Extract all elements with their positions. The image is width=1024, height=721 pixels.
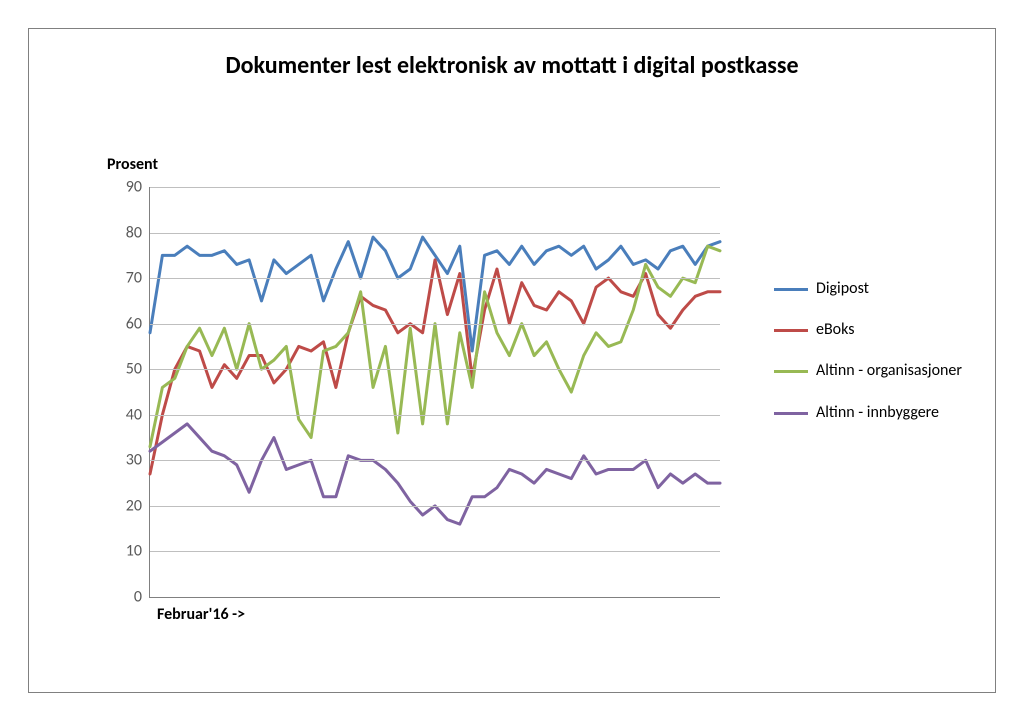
line-chart-svg <box>150 187 720 597</box>
gridline <box>150 369 720 370</box>
y-tick-label: 60 <box>102 314 150 333</box>
plot-area: 0102030405060708090 <box>149 187 720 598</box>
chart-frame: Dokumenter lest elektronisk av mottatt i… <box>28 28 996 693</box>
legend-label: Altinn - innbyggere <box>816 403 939 422</box>
legend-item: eBoks <box>774 320 962 339</box>
y-tick-label: 20 <box>102 496 150 515</box>
y-tick-label: 70 <box>102 269 150 288</box>
y-axis-label: Prosent <box>107 155 158 174</box>
x-axis-label: Februar'16 -> <box>157 605 245 624</box>
legend-label: eBoks <box>816 320 854 339</box>
gridline <box>150 506 720 507</box>
y-tick-label: 30 <box>102 451 150 470</box>
series-line <box>150 424 720 524</box>
y-tick-label: 0 <box>102 588 150 607</box>
legend-swatch <box>774 329 808 332</box>
gridline <box>150 551 720 552</box>
legend-item: Altinn - organisasjoner <box>774 361 962 380</box>
series-line <box>150 246 720 446</box>
gridline <box>150 233 720 234</box>
legend-item: Altinn - innbyggere <box>774 403 962 422</box>
y-tick-label: 50 <box>102 360 150 379</box>
legend-swatch <box>774 288 808 291</box>
legend-label: Digipost <box>816 279 869 298</box>
legend-label: Altinn - organisasjoner <box>816 361 962 380</box>
y-tick-label: 10 <box>102 542 150 561</box>
legend: Digipost eBoks Altinn - organisasjoner Alti… <box>774 279 962 444</box>
gridline <box>150 187 720 188</box>
y-tick-label: 80 <box>102 223 150 242</box>
gridline <box>150 324 720 325</box>
legend-swatch <box>774 370 808 373</box>
legend-swatch <box>774 412 808 415</box>
y-tick-label: 90 <box>102 178 150 197</box>
chart-title: Dokumenter lest elektronisk av mottatt i… <box>29 51 995 80</box>
gridline <box>150 460 720 461</box>
legend-item: Digipost <box>774 279 962 298</box>
y-tick-label: 40 <box>102 405 150 424</box>
gridline <box>150 278 720 279</box>
gridline <box>150 415 720 416</box>
